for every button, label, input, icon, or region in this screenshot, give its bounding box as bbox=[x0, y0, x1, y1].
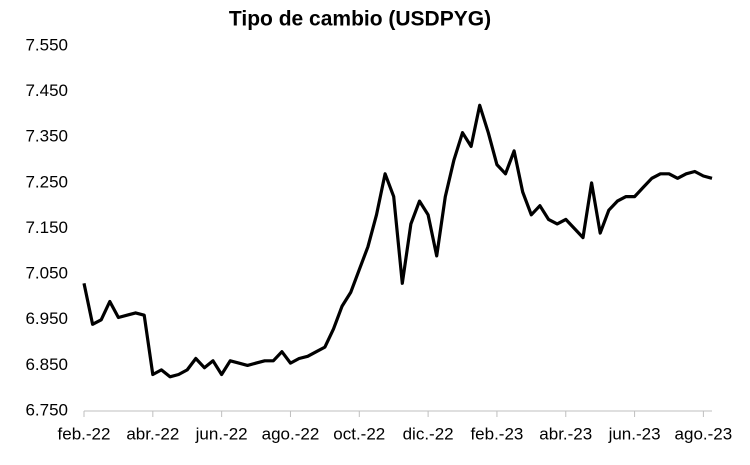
y-tick-label: 6.750 bbox=[25, 400, 68, 419]
x-tick-label: ago.-22 bbox=[262, 424, 320, 443]
y-tick-label: 7.050 bbox=[25, 264, 68, 283]
x-tick-label: abr.-22 bbox=[126, 424, 179, 443]
y-tick-label: 7.250 bbox=[25, 172, 68, 191]
x-tick-label: jun.-22 bbox=[195, 424, 248, 443]
y-tick-label: 7.350 bbox=[25, 127, 68, 146]
x-tick-label: ago.-23 bbox=[675, 424, 733, 443]
x-tick-label: dic.-22 bbox=[403, 424, 454, 443]
y-tick-label: 6.850 bbox=[25, 355, 68, 374]
y-tick-label: 7.150 bbox=[25, 218, 68, 237]
line-series bbox=[82, 103, 713, 379]
x-tick-label: oct.-22 bbox=[333, 424, 385, 443]
y-tick-label: 7.550 bbox=[25, 35, 68, 54]
x-tick-label: feb.-22 bbox=[58, 424, 111, 443]
x-tick-label: jun.-23 bbox=[608, 424, 661, 443]
chart-title: Tipo de cambio (USDPYG) bbox=[229, 8, 491, 31]
x-tick-label: abr.-23 bbox=[539, 424, 592, 443]
y-tick-label: 7.450 bbox=[25, 81, 68, 100]
x-tick-label: feb.-23 bbox=[470, 424, 523, 443]
y-tick-label: 6.950 bbox=[25, 309, 68, 328]
